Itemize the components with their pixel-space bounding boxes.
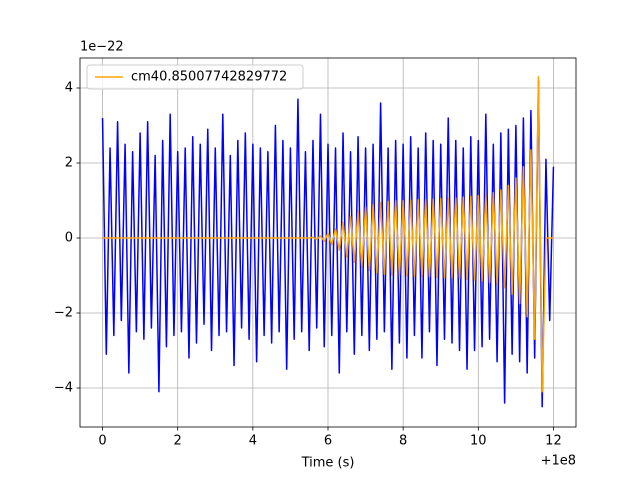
y-tick-label: 2 <box>65 156 73 171</box>
y-tick-label: −4 <box>54 381 73 396</box>
x-tick-label: 6 <box>324 434 332 449</box>
y-tick-label: 0 <box>65 231 73 246</box>
series-line <box>101 79 555 408</box>
x-offset-label: +1e8 <box>541 454 576 469</box>
y-tick-label: 4 <box>65 81 73 96</box>
legend-label: cm40.85007742829772 <box>131 70 287 85</box>
x-axis-label: Time (s) <box>301 456 355 471</box>
series-line <box>102 76 554 393</box>
x-tick-label: 12 <box>545 434 562 449</box>
x-tick-label: 8 <box>399 434 407 449</box>
x-tick-label: 0 <box>98 434 106 449</box>
y-tick-label: −2 <box>54 306 73 321</box>
x-tick-label: 10 <box>470 434 487 449</box>
legend-box <box>86 64 304 90</box>
x-tick-label: 4 <box>249 434 257 449</box>
x-tick-label: 2 <box>174 434 182 449</box>
y-offset-label: 1e−22 <box>80 40 124 55</box>
axes-frame <box>79 57 577 428</box>
